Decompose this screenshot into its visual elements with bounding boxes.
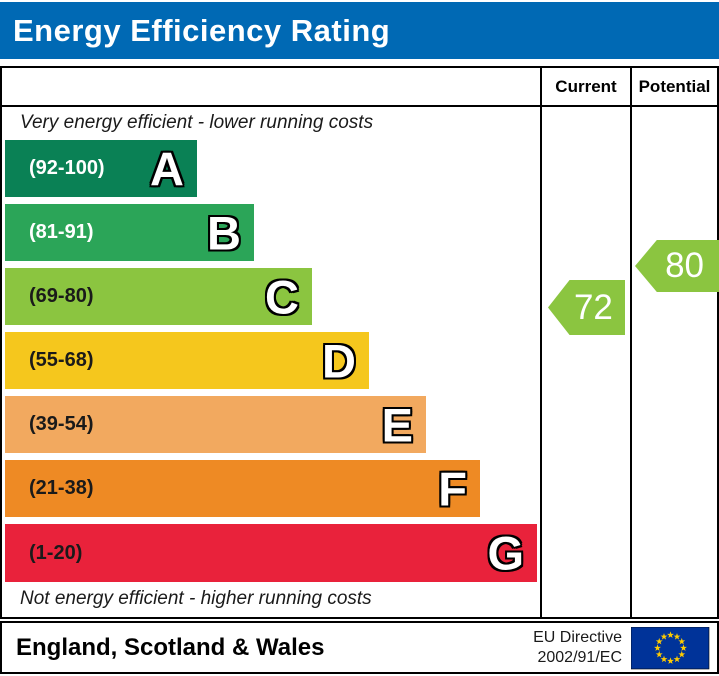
current-column-divider — [540, 68, 542, 617]
eu-flag-icon — [631, 627, 710, 670]
band-b: (81-91) B — [5, 204, 254, 261]
band-a: (92-100) A — [5, 140, 197, 197]
bottom-caption: Not energy efficient - higher running co… — [20, 588, 372, 609]
footer: England, Scotland & Wales EU Directive 2… — [0, 621, 719, 674]
rating-chart-box: Current Potential Very energy efficient … — [0, 66, 719, 619]
current-column-header: Current — [555, 76, 617, 96]
band-b-range: (81-91) — [29, 221, 94, 243]
title-bar: Energy Efficiency Rating — [0, 2, 719, 59]
band-g-range: (1-20) — [29, 541, 83, 564]
band-f: (21-38) F — [5, 460, 480, 517]
band-b-letter: B — [207, 206, 241, 259]
band-f-letter: F — [438, 462, 467, 515]
eu-directive-label: EU Directive 2002/91/EC — [533, 628, 622, 668]
band-c-letter: C — [265, 270, 299, 323]
page-title: Energy Efficiency Rating — [13, 12, 391, 48]
band-e-letter: E — [381, 398, 413, 451]
eu-directive-line2: 2002/91/EC — [537, 648, 622, 666]
band-g-letter: G — [487, 526, 524, 580]
band-c-range: (69-80) — [29, 285, 94, 307]
band-a-range: (92-100) — [29, 157, 105, 179]
current-rating-arrow: 72 — [548, 280, 625, 335]
potential-rating-value: 80 — [665, 246, 705, 285]
potential-column-divider — [630, 68, 632, 617]
top-caption: Very energy efficient - lower running co… — [20, 112, 374, 133]
band-e: (39-54) E — [5, 396, 426, 453]
band-g: (1-20) G — [5, 524, 537, 582]
band-d-letter: D — [322, 334, 356, 387]
band-f-range: (21-38) — [29, 477, 94, 499]
potential-column-header: Potential — [638, 76, 711, 96]
potential-rating-arrow: 80 — [635, 240, 719, 292]
header-underline — [2, 105, 717, 107]
region-label: England, Scotland & Wales — [16, 633, 325, 661]
band-a-letter: A — [150, 142, 184, 195]
eu-directive-line1: EU Directive — [533, 628, 622, 646]
band-d: (55-68) D — [5, 332, 369, 389]
band-e-range: (39-54) — [29, 413, 94, 435]
band-c: (69-80) C — [5, 268, 312, 325]
current-rating-value: 72 — [573, 287, 613, 327]
band-d-range: (55-68) — [29, 349, 94, 371]
